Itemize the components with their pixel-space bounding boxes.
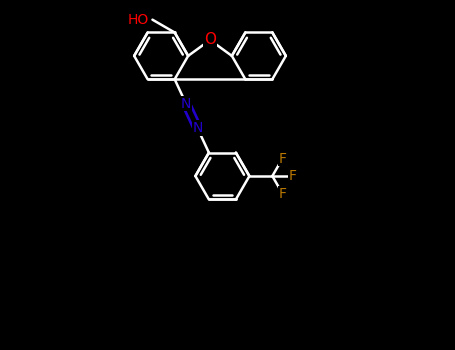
Text: F: F bbox=[278, 152, 287, 166]
Text: O: O bbox=[204, 33, 216, 48]
Text: HO: HO bbox=[127, 13, 148, 27]
Text: N: N bbox=[192, 121, 202, 135]
Text: F: F bbox=[278, 187, 287, 201]
Text: F: F bbox=[288, 169, 297, 183]
Text: N: N bbox=[181, 97, 191, 111]
